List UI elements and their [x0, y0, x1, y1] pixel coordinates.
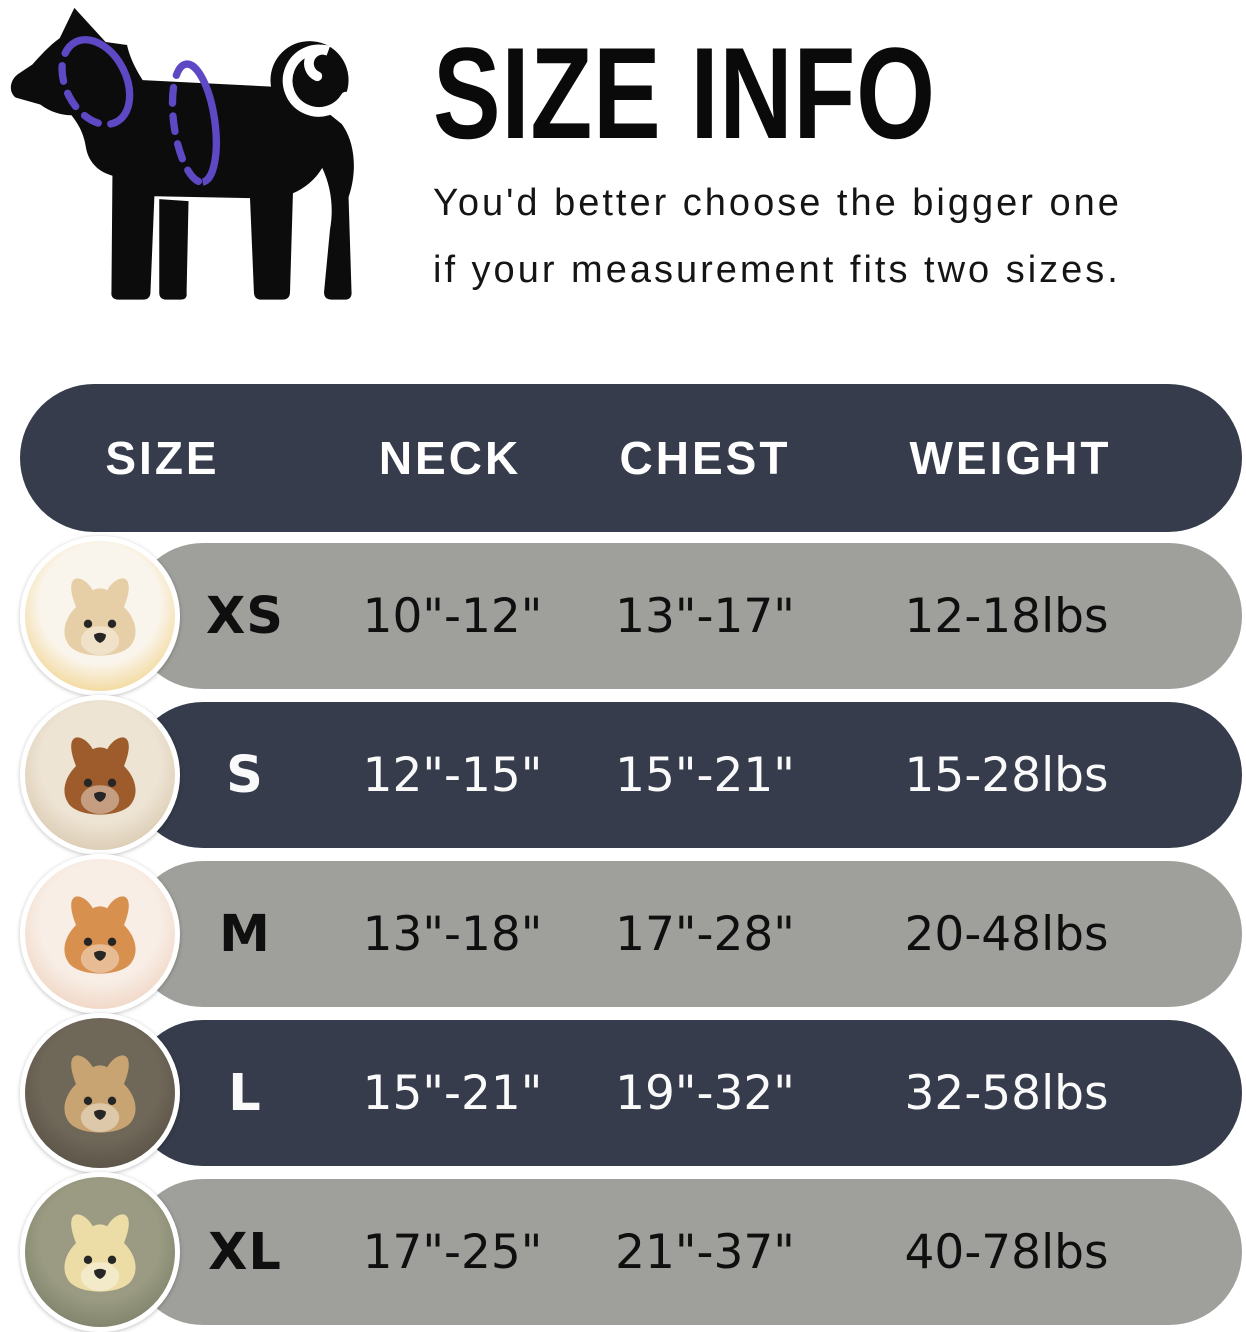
neck-value: 17"-25" — [362, 1224, 543, 1280]
table-row: M 13"-18" 17"-28" 20-48lbs — [0, 854, 1246, 1014]
weight-value: 15-28lbs — [904, 747, 1109, 803]
neck-value: 15"-21" — [362, 1065, 543, 1121]
dog-face-icon — [40, 877, 160, 997]
dog-face-icon — [40, 718, 160, 838]
neck-value: 10"-12" — [362, 588, 543, 644]
page-title: SIZE INFO — [433, 20, 936, 166]
row-pill — [130, 543, 1242, 689]
chest-measure-ring-icon — [168, 60, 220, 186]
size-table-body: XS 10"-12" 13"-17" 12-18lbs S 12"-15" 15… — [0, 536, 1246, 1332]
size-value: S — [226, 745, 264, 805]
size-advice-line2: if your measurement fits two sizes. — [433, 249, 1121, 291]
dog-face-icon — [40, 1036, 160, 1156]
weight-value: 20-48lbs — [904, 906, 1109, 962]
table-row: S 12"-15" 15"-21" 15-28lbs — [0, 695, 1246, 855]
table-row: XL 17"-25" 21"-37" 40-78lbs — [0, 1172, 1246, 1332]
row-cells: L 15"-21" 19"-32" 32-58lbs — [180, 1020, 1242, 1166]
french-bulldog-photo — [20, 1013, 180, 1173]
row-pill — [130, 702, 1242, 848]
chest-value: 15"-21" — [615, 747, 795, 803]
table-row: XS 10"-12" 13"-17" 12-18lbs — [0, 536, 1246, 696]
size-value: M — [219, 904, 271, 964]
pomeranian-puppy-photo — [20, 536, 180, 696]
column-header-neck: NECK — [378, 432, 522, 484]
toy-poodle-photo — [20, 695, 180, 855]
chest-value: 13"-17" — [615, 588, 795, 644]
row-cells: XS 10"-12" 13"-17" 12-18lbs — [180, 543, 1242, 689]
weight-value: 32-58lbs — [904, 1065, 1109, 1121]
size-table-header: SIZE NECK CHEST WEIGHT — [20, 384, 1242, 532]
row-cells: M 13"-18" 17"-28" 20-48lbs — [180, 861, 1242, 1007]
neck-value: 12"-15" — [362, 747, 543, 803]
row-cells: S 12"-15" 15"-21" 15-28lbs — [180, 702, 1242, 848]
size-value: XS — [205, 586, 285, 646]
chest-value: 19"-32" — [615, 1065, 795, 1121]
size-advice-text: You'd better choose the bigger one if yo… — [433, 170, 1122, 304]
shiba-inu-photo — [20, 854, 180, 1014]
dog-face-icon — [40, 559, 160, 679]
chest-value: 17"-28" — [615, 906, 795, 962]
tail-curl-highlight — [282, 44, 351, 117]
neck-value: 13"-18" — [362, 906, 543, 962]
size-value: L — [228, 1063, 262, 1123]
table-row: L 15"-21" 19"-32" 32-58lbs — [0, 1013, 1246, 1173]
column-header-size: SIZE — [105, 432, 220, 484]
size-advice-line1: You'd better choose the bigger one — [433, 182, 1122, 224]
weight-value: 40-78lbs — [904, 1224, 1109, 1280]
row-pill — [130, 861, 1242, 1007]
dog-face-icon — [40, 1195, 160, 1315]
neck-measure-ring-icon — [58, 36, 134, 128]
column-header-weight: WEIGHT — [909, 432, 1112, 484]
labrador-retriever-photo — [20, 1172, 180, 1332]
size-value: XL — [208, 1222, 282, 1282]
chest-value: 21"-37" — [615, 1224, 795, 1280]
row-pill — [130, 1020, 1242, 1166]
column-header-chest: CHEST — [619, 432, 791, 484]
dog-measurement-diagram — [10, 7, 354, 300]
weight-value: 12-18lbs — [904, 588, 1109, 644]
row-cells: XL 17"-25" 21"-37" 40-78lbs — [180, 1179, 1242, 1325]
row-pill — [130, 1179, 1242, 1325]
